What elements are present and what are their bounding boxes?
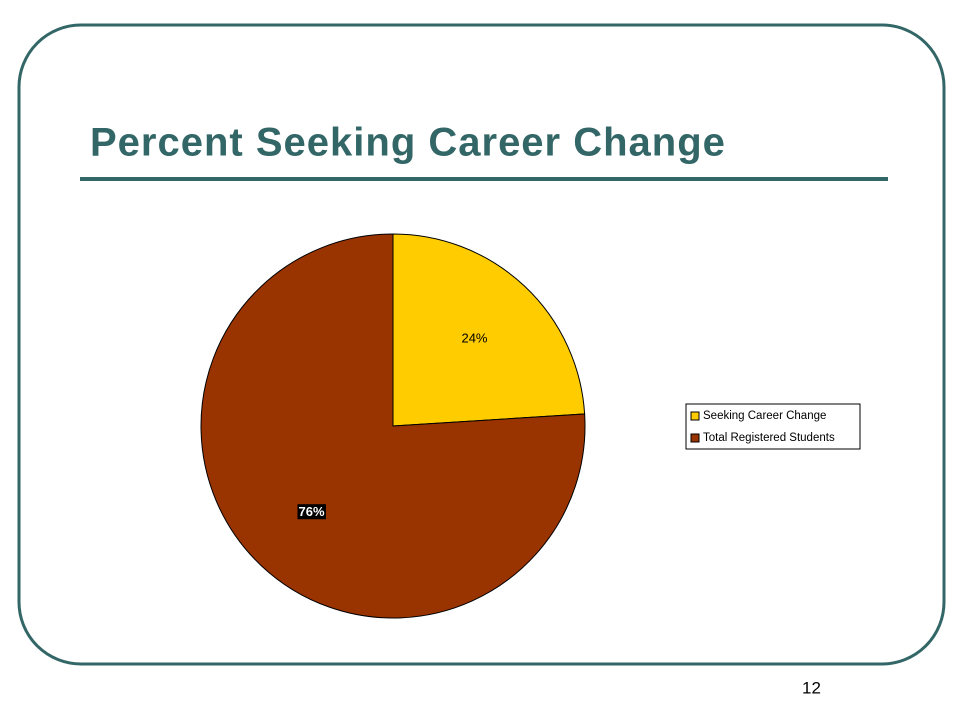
data-label: 24% [461, 331, 487, 346]
legend-swatch [690, 433, 700, 443]
data-label: 76% [298, 504, 324, 519]
pie-slice [200, 233, 586, 619]
legend-label: Total Registered Students [703, 432, 835, 444]
pie-slice [392, 233, 586, 427]
page-number: 12 [802, 678, 821, 697]
chart-title: Percent Seeking Career Change [90, 121, 726, 165]
legend-box [685, 403, 861, 450]
legend-label: Seeking Career Change [703, 410, 826, 422]
data-label-bg [297, 504, 326, 520]
legend-swatch [690, 411, 700, 421]
